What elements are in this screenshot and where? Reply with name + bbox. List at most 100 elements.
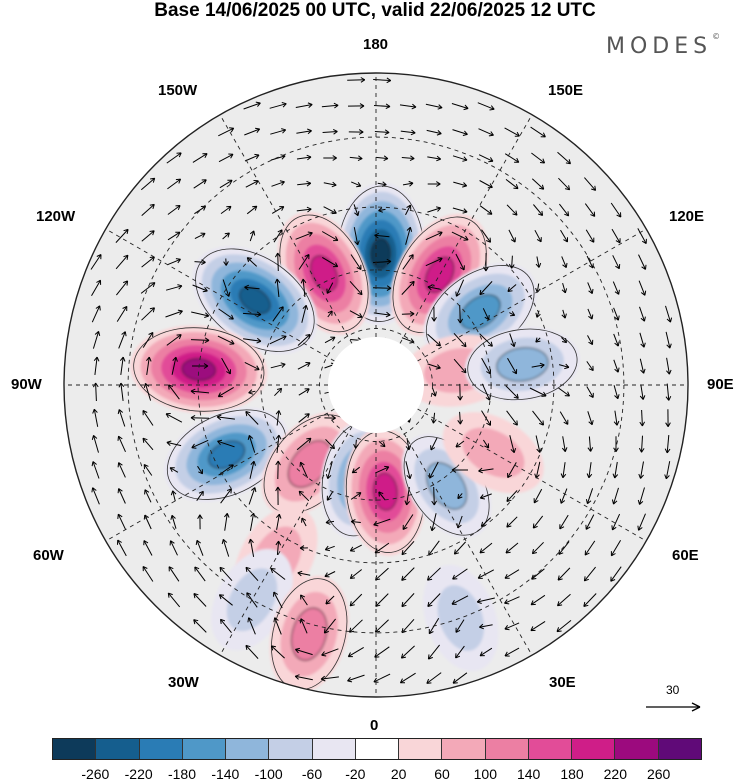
wind-arrow	[222, 279, 231, 297]
wind-arrow	[378, 207, 386, 213]
wind-arrow	[270, 362, 286, 369]
wind-arrow	[350, 519, 361, 525]
wind-arrow	[452, 155, 468, 162]
wind-arrow	[583, 566, 596, 582]
wind-arrow	[190, 337, 210, 344]
wind-arrow	[586, 386, 594, 398]
wind-arrow	[168, 566, 180, 582]
wind-arrow	[144, 489, 152, 503]
wind-arrow	[245, 180, 259, 188]
wind-arrow	[245, 411, 259, 425]
wind-arrow	[116, 280, 129, 296]
wind-arrow	[401, 280, 415, 295]
wind-arrow	[405, 204, 412, 216]
lon-label-30w: 30W	[168, 674, 199, 691]
wind-arrow	[275, 410, 282, 426]
wind-arrow	[347, 646, 364, 658]
wind-arrow	[556, 620, 572, 633]
anomaly-blob	[423, 564, 499, 672]
wind-arrow	[530, 620, 546, 632]
wind-arrow	[166, 440, 182, 447]
wind-arrow	[171, 356, 178, 375]
wind-arrow	[298, 490, 310, 502]
wind-arrow	[509, 311, 516, 317]
wind-arrow	[479, 493, 492, 500]
wind-arrow	[637, 228, 647, 245]
wind-arrow	[453, 332, 467, 348]
wind-arrow	[431, 387, 437, 397]
wind-arrow	[245, 644, 259, 659]
wind-arrow	[270, 568, 286, 580]
wind-arrow	[504, 569, 520, 579]
wind-arrow	[613, 333, 620, 347]
wind-arrow	[296, 437, 312, 451]
latitude-circle	[127, 136, 625, 634]
wind-arrow	[610, 539, 622, 557]
wind-arrow	[92, 408, 99, 427]
polar-cap	[328, 337, 424, 433]
wind-arrow	[197, 514, 203, 530]
wind-arrow	[558, 363, 570, 370]
wind-arrow	[269, 335, 287, 345]
wind-arrow	[244, 153, 260, 162]
wind-arrow	[167, 205, 181, 215]
wind-arrow	[143, 464, 153, 476]
wind-arrow	[245, 566, 259, 582]
wind-arrow	[322, 128, 338, 135]
wind-arrow	[405, 438, 412, 451]
wind-arrow	[612, 255, 621, 270]
wind-arrow	[275, 540, 282, 555]
wind-arrow	[194, 232, 206, 240]
wind-arrow	[586, 462, 593, 479]
wind-arrow	[637, 487, 645, 505]
colorbar-swatch	[442, 739, 486, 759]
wind-arrow	[190, 414, 210, 421]
wind-arrow	[612, 461, 619, 479]
wind-arrow	[639, 409, 646, 427]
wind-arrow	[506, 204, 518, 216]
anomaly-blob	[164, 407, 289, 502]
wind-arrow	[457, 493, 463, 500]
wind-arrow	[401, 593, 415, 608]
meridian-line	[105, 228, 377, 386]
wind-arrow	[453, 181, 468, 188]
meridian-line	[375, 114, 533, 386]
wind-arrow	[559, 514, 569, 530]
wind-arrow	[274, 278, 281, 298]
wind-arrow	[664, 435, 671, 454]
wind-arrow	[559, 411, 569, 425]
colorbar-tick-label: -20	[345, 766, 366, 782]
wind-arrow	[249, 512, 256, 531]
wind-arrow	[431, 486, 437, 506]
wind-arrow	[350, 181, 362, 188]
wind-arrow	[373, 103, 391, 110]
wind-arrow	[504, 647, 520, 657]
wind-arrow	[506, 516, 518, 528]
wind-arrow	[297, 570, 311, 577]
wind-arrow	[141, 307, 155, 321]
wind-arrow	[243, 101, 261, 110]
wind-arrow	[506, 490, 518, 502]
wind-arrow	[533, 488, 543, 504]
wind-arrow	[613, 410, 620, 426]
wind-arrow	[244, 361, 260, 371]
wind-arrow	[115, 228, 129, 243]
wind-arrow	[557, 151, 571, 165]
wind-arrow	[405, 226, 413, 245]
wind-arrow	[378, 491, 386, 501]
wind-arrow	[141, 203, 155, 216]
wind-arrow	[349, 280, 363, 296]
wind-arrow	[296, 206, 312, 213]
wind-arrow	[295, 102, 313, 108]
wind-arrow	[587, 335, 594, 346]
wind-arrow	[583, 593, 597, 607]
wind-arrow	[532, 515, 544, 529]
wind-arrow	[196, 490, 204, 501]
wind-arrow	[298, 254, 310, 270]
wind-arrow	[479, 647, 493, 657]
wind-arrow	[561, 436, 568, 453]
wind-arrow	[378, 441, 386, 448]
wind-arrow	[247, 617, 256, 635]
wind-arrow	[349, 593, 363, 607]
wind-arrow	[535, 310, 541, 318]
